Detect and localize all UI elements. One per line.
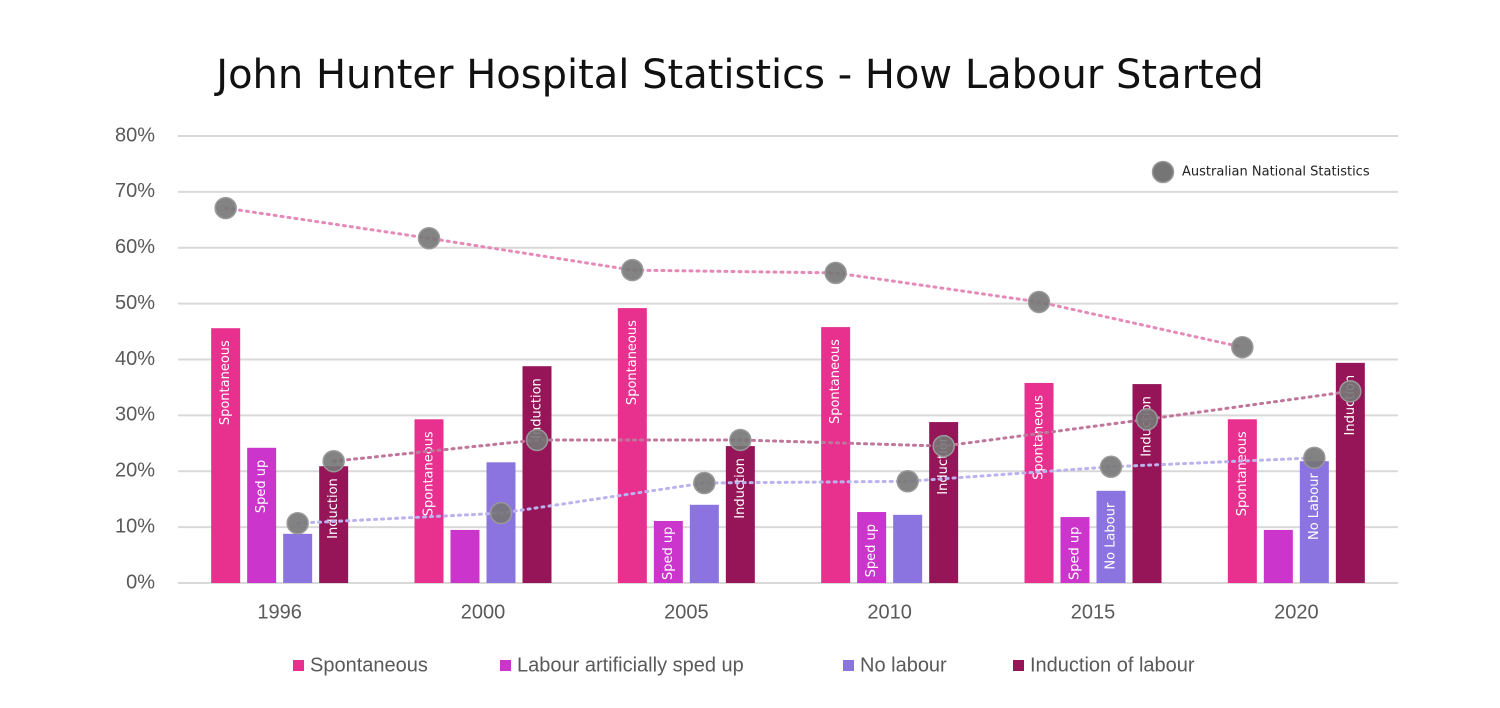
bar xyxy=(1060,517,1090,583)
bar-label: Induction xyxy=(530,378,545,439)
national-point xyxy=(1303,446,1326,470)
y-tick-label: 20% xyxy=(115,460,155,482)
bar-label: Sped up xyxy=(661,527,676,580)
bar-label: Spontaneous xyxy=(422,431,437,516)
bar xyxy=(211,328,241,583)
y-tick-label: 40% xyxy=(115,348,155,370)
bar-label: Sped up xyxy=(254,460,269,513)
y-tick-label: 50% xyxy=(115,292,155,314)
national-point xyxy=(489,501,513,525)
bar-label: Spontaneous xyxy=(828,339,843,424)
x-tick-label: 1996 xyxy=(257,601,302,623)
national-line xyxy=(296,456,1316,525)
bar xyxy=(319,466,349,583)
bar xyxy=(283,533,313,583)
bar xyxy=(247,447,277,583)
bar xyxy=(725,446,755,583)
national-point xyxy=(1099,455,1123,479)
x-tick-label: 2010 xyxy=(867,601,912,623)
national-point xyxy=(322,449,345,473)
bar-label: Sped up xyxy=(864,524,879,577)
legend-label: Australian National Statistics xyxy=(1182,165,1370,180)
bar-label: Spontaneous xyxy=(625,320,640,405)
bar-label: Sped up xyxy=(1068,527,1083,580)
bar xyxy=(893,514,923,583)
bar xyxy=(1263,529,1293,583)
national-point xyxy=(417,227,441,250)
national-point xyxy=(214,196,237,220)
y-tick-label: 60% xyxy=(115,236,155,258)
national-point xyxy=(824,261,847,285)
y-tick-label: 0% xyxy=(126,571,155,593)
legend-swatch xyxy=(500,660,511,671)
national-point xyxy=(729,428,752,452)
bar xyxy=(821,327,851,583)
national-point xyxy=(1027,290,1051,314)
national-point xyxy=(286,511,309,535)
bar xyxy=(414,419,444,583)
national-point xyxy=(525,428,549,452)
legend-label: Induction of labour xyxy=(1030,654,1195,676)
y-tick-label: 30% xyxy=(115,404,155,426)
national-point xyxy=(932,434,955,458)
bar-label: Spontaneous xyxy=(218,340,233,425)
legend-label: No labour xyxy=(860,654,947,676)
bar xyxy=(1227,419,1257,583)
bar xyxy=(1024,382,1054,583)
legend-marker xyxy=(1151,160,1175,184)
bar xyxy=(617,308,647,583)
y-tick-label: 70% xyxy=(115,180,155,202)
national-point xyxy=(896,470,919,493)
legend-swatch xyxy=(1013,660,1024,671)
bar-label: No Labour xyxy=(1307,473,1322,540)
chart-title: John Hunter Hospital Statistics - How La… xyxy=(213,52,1263,98)
bar-label: Spontaneous xyxy=(1235,431,1250,516)
national-point xyxy=(1339,380,1362,403)
bar xyxy=(857,512,887,583)
national-point xyxy=(621,258,644,282)
bar-label: Induction xyxy=(326,478,341,539)
x-tick-label: 2020 xyxy=(1274,601,1319,623)
legend-swatch xyxy=(843,660,854,671)
bar-label: Spontaneous xyxy=(1032,395,1047,480)
bar xyxy=(689,504,719,583)
x-tick-label: 2005 xyxy=(664,601,709,623)
national-point xyxy=(1135,408,1159,431)
legend-swatch xyxy=(293,660,304,671)
x-tick-label: 2015 xyxy=(1071,601,1116,623)
national-line xyxy=(332,389,1352,463)
bar xyxy=(450,529,480,583)
national-point xyxy=(1231,335,1254,359)
bar xyxy=(1299,461,1329,583)
bar xyxy=(1096,490,1126,583)
y-tick-label: 10% xyxy=(115,515,155,537)
bar xyxy=(653,520,683,583)
national-line xyxy=(224,206,1244,349)
x-tick-label: 2000 xyxy=(461,601,506,623)
national-point xyxy=(693,471,716,495)
legend-label: Labour artificially sped up xyxy=(517,654,744,676)
bar-label: Induction xyxy=(733,458,748,519)
y-tick-label: 80% xyxy=(115,124,155,146)
legend-label: Spontaneous xyxy=(310,654,428,676)
bar-label: No Labour xyxy=(1104,502,1119,569)
bar xyxy=(522,366,552,583)
